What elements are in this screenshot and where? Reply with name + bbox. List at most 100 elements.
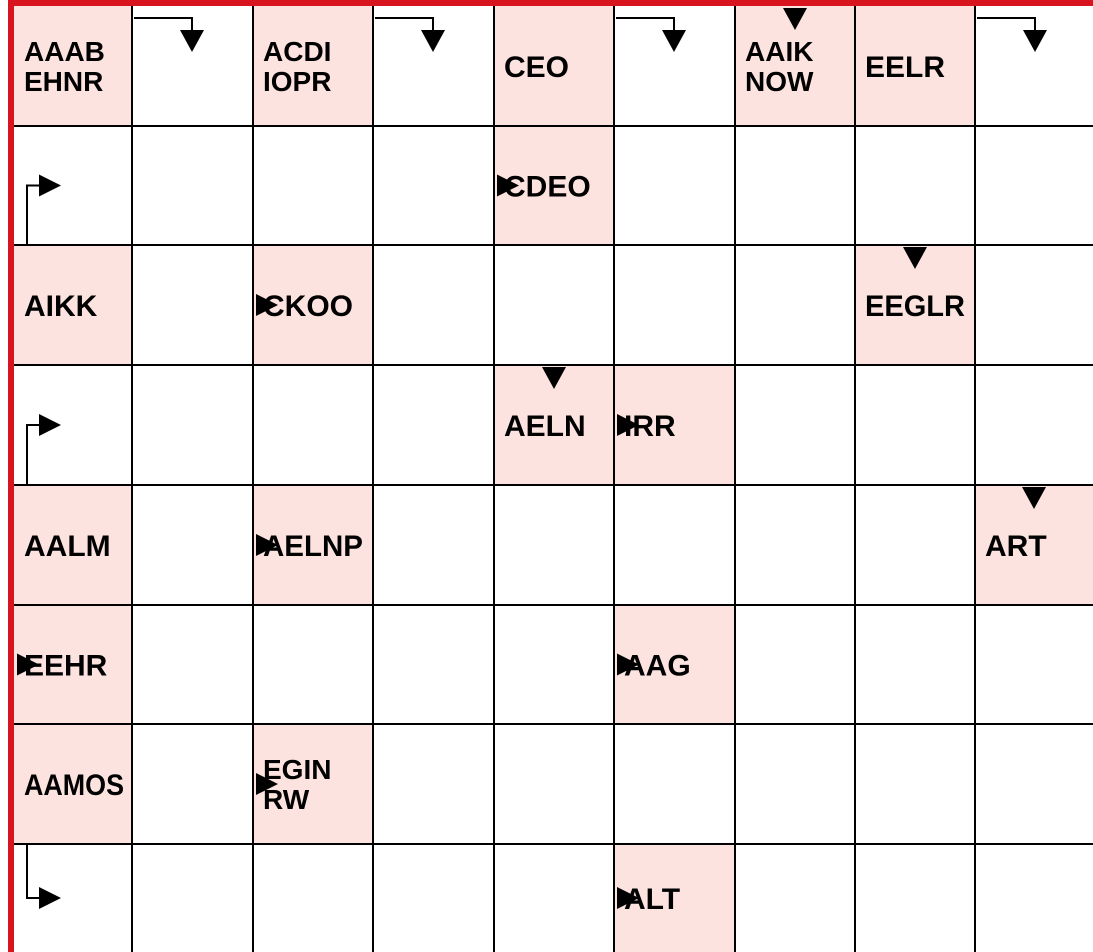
answer-cell[interactable]	[735, 724, 855, 844]
answer-cell[interactable]	[735, 605, 855, 724]
clue-cell	[14, 6, 132, 126]
bent-right-arrow-icon	[26, 174, 61, 245]
answer-cell[interactable]	[735, 245, 855, 365]
answer-cell[interactable]	[253, 605, 373, 724]
clue-cell	[855, 6, 975, 126]
answer-cell[interactable]	[614, 485, 735, 605]
answer-cell[interactable]	[614, 245, 735, 365]
clue-line: EHNR	[24, 66, 103, 97]
right-arrow-icon	[617, 414, 639, 436]
answer-cell[interactable]	[975, 365, 1093, 485]
clue-line: ART	[985, 530, 1047, 563]
cells-layer	[14, 6, 1093, 952]
clue-line: AELNP	[263, 530, 363, 563]
answer-cell[interactable]	[373, 724, 494, 844]
clue-line: EGIN	[263, 754, 331, 785]
right-arrow-icon	[497, 174, 519, 197]
clue-text: CKOO	[263, 290, 353, 323]
clue-text: AALM	[24, 530, 111, 563]
answer-cell[interactable]	[494, 485, 614, 605]
arrows-layer	[17, 8, 1047, 909]
bent-right-arrow-icon	[26, 414, 61, 485]
clue-text: AAIK NOW	[745, 36, 814, 97]
answer-cell[interactable]	[975, 844, 1093, 952]
answer-cell[interactable]	[132, 245, 253, 365]
clue-text: AAAB EHNR	[24, 36, 105, 97]
clue-line: RW	[263, 784, 310, 815]
answer-cell[interactable]	[373, 605, 494, 724]
answer-cell[interactable]	[132, 605, 253, 724]
answer-cell[interactable]	[132, 844, 253, 952]
clue-text: EEHR	[24, 649, 108, 682]
answer-cell[interactable]	[735, 365, 855, 485]
answer-cell[interactable]	[373, 844, 494, 952]
clue-line: EELR	[865, 51, 945, 84]
right-arrow-icon	[617, 887, 639, 909]
answer-cell[interactable]	[494, 245, 614, 365]
answer-cell[interactable]	[253, 844, 373, 952]
answer-cell[interactable]	[855, 724, 975, 844]
clue-text: AAMOS	[24, 769, 124, 802]
clue-line: AAAB	[24, 36, 105, 67]
answer-cell[interactable]	[494, 605, 614, 724]
right-arrow-icon	[617, 653, 639, 676]
clue-text: AIKK	[24, 290, 98, 323]
clue-text: AELN	[504, 410, 586, 443]
answer-cell[interactable]	[735, 485, 855, 605]
clue-text: CEO	[504, 51, 569, 84]
grid-frame	[8, 0, 1093, 952]
down-arrow-icon	[542, 367, 566, 389]
clue-line: AAIK	[745, 36, 813, 67]
down-arrow-icon	[783, 8, 807, 30]
clue-line: ACDI	[263, 36, 331, 67]
answer-cell[interactable]	[975, 245, 1093, 365]
answer-cell[interactable]	[855, 126, 975, 245]
clue-line: AAMOS	[24, 769, 124, 802]
answer-cell[interactable]	[132, 365, 253, 485]
answer-cell[interactable]	[855, 844, 975, 952]
clue-line: AELN	[504, 410, 586, 443]
answer-cell[interactable]	[855, 605, 975, 724]
answer-cell[interactable]	[975, 724, 1093, 844]
clue-cell	[14, 485, 132, 605]
answer-cell[interactable]	[132, 724, 253, 844]
answer-cell[interactable]	[132, 485, 253, 605]
clue-text: AELNP	[263, 530, 363, 563]
right-arrow-icon	[256, 773, 278, 795]
bent-down-arrow-icon	[616, 17, 686, 52]
answer-cell[interactable]	[975, 126, 1093, 245]
answer-cell[interactable]	[373, 245, 494, 365]
answer-cell[interactable]	[614, 724, 735, 844]
down-arrow-icon	[1022, 487, 1046, 509]
answer-cell[interactable]	[373, 126, 494, 245]
answer-cell[interactable]	[735, 844, 855, 952]
answer-cell[interactable]	[253, 126, 373, 245]
answer-cell[interactable]	[373, 485, 494, 605]
clue-line: EEHR	[24, 649, 108, 682]
clue-text: EGIN RW	[263, 754, 331, 815]
bent-right-arrow-icon	[26, 844, 61, 909]
answer-cell[interactable]	[855, 365, 975, 485]
clue-line: CKOO	[263, 290, 353, 323]
clue-line: NOW	[745, 66, 814, 97]
clue-line: EEGLR	[865, 290, 965, 323]
bent-down-arrow-icon	[375, 17, 445, 52]
down-arrow-icon	[903, 247, 927, 269]
answer-cell[interactable]	[494, 844, 614, 952]
grid-lines	[14, 6, 1093, 952]
clue-line: AALM	[24, 530, 111, 563]
answer-cell[interactable]	[253, 365, 373, 485]
right-arrow-icon	[256, 534, 278, 556]
clue-line: AIKK	[24, 290, 98, 323]
answer-cell[interactable]	[373, 365, 494, 485]
bent-down-arrow-icon	[134, 17, 204, 52]
answer-cell[interactable]	[494, 724, 614, 844]
answer-cell[interactable]	[855, 485, 975, 605]
bent-down-arrow-icon	[977, 17, 1047, 52]
answer-cell[interactable]	[132, 126, 253, 245]
answer-cell[interactable]	[614, 126, 735, 245]
answer-cell[interactable]	[975, 605, 1093, 724]
answer-cell[interactable]	[735, 126, 855, 245]
right-arrow-icon	[256, 294, 278, 316]
